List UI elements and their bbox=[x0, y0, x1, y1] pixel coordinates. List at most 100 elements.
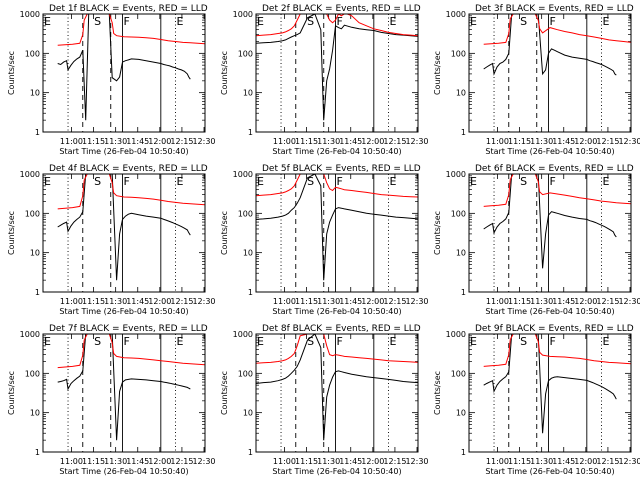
y-tick-label: 100 bbox=[25, 49, 40, 58]
x-axis-label: Start Time (26-Feb-04 10:50:40) bbox=[59, 467, 188, 476]
marker-label-e: E bbox=[177, 335, 184, 348]
x-tick-label: 11:00 bbox=[486, 457, 509, 466]
series-group bbox=[256, 334, 418, 441]
detector-panel: Det 1f BLACK = Events, RED = LLD 1 10 100 10… bbox=[7, 4, 216, 156]
y-tick-label: 1 bbox=[461, 288, 466, 297]
y-tick-label: 10 bbox=[456, 89, 466, 98]
marker-label-e: E bbox=[44, 335, 51, 348]
y-axis-label: Counts/sec bbox=[7, 371, 16, 415]
marker-label-s: S bbox=[307, 335, 314, 348]
x-axis-label: Start Time (26-Feb-04 10:50:40) bbox=[485, 467, 614, 476]
series-group bbox=[256, 174, 418, 281]
x-tick-label: 11:00 bbox=[273, 457, 296, 466]
x-tick-label: 11:30 bbox=[104, 297, 127, 306]
y-tick-label: 10 bbox=[30, 249, 40, 258]
plot-frame bbox=[468, 13, 632, 133]
panel-title: Det 8f BLACK = Events, RED = LLD bbox=[262, 324, 421, 334]
lld-series-line bbox=[256, 174, 418, 198]
marker-label-f: F bbox=[337, 335, 343, 348]
marker-label-s: S bbox=[94, 15, 101, 28]
x-tick-label: 12:30 bbox=[405, 457, 428, 466]
y-axis-label: Counts/sec bbox=[7, 51, 16, 95]
y-tick-label: 1000 bbox=[20, 10, 40, 19]
x-tick-label: 11:45 bbox=[339, 457, 362, 466]
y-tick-label: 1000 bbox=[233, 10, 253, 19]
x-tick-label: 11:15 bbox=[82, 297, 105, 306]
detector-panel: Det 8f BLACK = Events, RED = LLD 1 10 100 10… bbox=[220, 324, 429, 476]
x-tick-label: 11:15 bbox=[82, 137, 105, 146]
marker-label-e: E bbox=[257, 175, 264, 188]
series-group bbox=[256, 14, 418, 121]
series-group bbox=[57, 14, 205, 121]
detector-panel: Det 9f BLACK = Events, RED = LLD 1 10 100 10… bbox=[433, 324, 640, 476]
plot-frame bbox=[42, 13, 206, 133]
marker-label-f: F bbox=[550, 15, 556, 28]
x-tick-label: 12:30 bbox=[405, 297, 428, 306]
marker-label-e: E bbox=[177, 175, 184, 188]
lld-series-line bbox=[57, 174, 205, 210]
x-axis-label: Start Time (26-Feb-04 10:50:40) bbox=[272, 467, 401, 476]
y-axis-label: Counts/sec bbox=[433, 51, 442, 95]
series-group bbox=[57, 174, 205, 281]
y-tick-label: 100 bbox=[451, 369, 466, 378]
y-tick-label: 100 bbox=[238, 369, 253, 378]
x-tick-label: 11:15 bbox=[508, 297, 531, 306]
marker-label-e: E bbox=[44, 15, 51, 28]
x-tick-label: 11:00 bbox=[60, 137, 83, 146]
lld-series-line bbox=[483, 334, 631, 367]
y-tick-label: 1000 bbox=[20, 330, 40, 339]
y-tick-label: 100 bbox=[451, 49, 466, 58]
x-tick-label: 11:15 bbox=[82, 457, 105, 466]
plot-frame bbox=[468, 173, 632, 293]
x-tick-label: 11:15 bbox=[508, 457, 531, 466]
marker-label-e: E bbox=[390, 335, 397, 348]
x-tick-label: 11:00 bbox=[60, 457, 83, 466]
x-axis-label: Start Time (26-Feb-04 10:50:40) bbox=[485, 147, 614, 156]
y-tick-label: 100 bbox=[238, 49, 253, 58]
x-tick-label: 12:15 bbox=[596, 137, 619, 146]
y-tick-label: 1 bbox=[35, 288, 40, 297]
y-axis-label: Counts/sec bbox=[220, 211, 229, 255]
y-tick-label: 1 bbox=[248, 288, 253, 297]
panel-title: Det 3f BLACK = Events, RED = LLD bbox=[475, 4, 634, 14]
y-tick-label: 10 bbox=[30, 409, 40, 418]
y-tick-label: 100 bbox=[25, 369, 40, 378]
marker-label-e: E bbox=[470, 335, 477, 348]
lld-series-line bbox=[57, 14, 205, 46]
x-tick-label: 12:30 bbox=[192, 457, 215, 466]
marker-label-f: F bbox=[124, 175, 130, 188]
events-series-line bbox=[483, 334, 617, 434]
plot-frame bbox=[468, 333, 632, 453]
plot-frame bbox=[255, 13, 419, 133]
y-tick-label: 10 bbox=[30, 89, 40, 98]
marker-label-e: E bbox=[390, 175, 397, 188]
y-tick-label: 1000 bbox=[20, 170, 40, 179]
y-tick-label: 10 bbox=[456, 409, 466, 418]
x-tick-label: 12:00 bbox=[148, 297, 171, 306]
marker-label-f: F bbox=[550, 335, 556, 348]
detector-panel: Det 6f BLACK = Events, RED = LLD 1 10 100 10… bbox=[433, 164, 640, 316]
lld-series-line bbox=[256, 334, 418, 364]
x-tick-label: 12:00 bbox=[148, 137, 171, 146]
x-axis-label: Start Time (26-Feb-04 10:50:40) bbox=[272, 307, 401, 316]
marker-label-s: S bbox=[520, 175, 527, 188]
x-tick-label: 11:45 bbox=[126, 297, 149, 306]
x-tick-label: 11:00 bbox=[273, 297, 296, 306]
detector-panel: Det 7f BLACK = Events, RED = LLD 1 10 100 10… bbox=[7, 324, 216, 476]
y-tick-label: 10 bbox=[456, 249, 466, 258]
lld-series-line bbox=[57, 334, 205, 369]
marker-label-s: S bbox=[520, 335, 527, 348]
x-tick-label: 12:00 bbox=[574, 457, 597, 466]
x-axis-label: Start Time (26-Feb-04 10:50:40) bbox=[485, 307, 614, 316]
marker-label-e: E bbox=[603, 175, 610, 188]
panel-title: Det 2f BLACK = Events, RED = LLD bbox=[262, 4, 421, 14]
lld-series-line bbox=[256, 14, 418, 37]
y-tick-label: 1000 bbox=[446, 10, 466, 19]
plot-frame bbox=[42, 333, 206, 453]
marker-label-e: E bbox=[603, 335, 610, 348]
x-tick-label: 11:30 bbox=[530, 297, 553, 306]
x-tick-label: 12:00 bbox=[361, 137, 384, 146]
x-tick-label: 11:45 bbox=[126, 457, 149, 466]
x-tick-label: 11:45 bbox=[126, 137, 149, 146]
x-tick-label: 11:15 bbox=[295, 137, 318, 146]
